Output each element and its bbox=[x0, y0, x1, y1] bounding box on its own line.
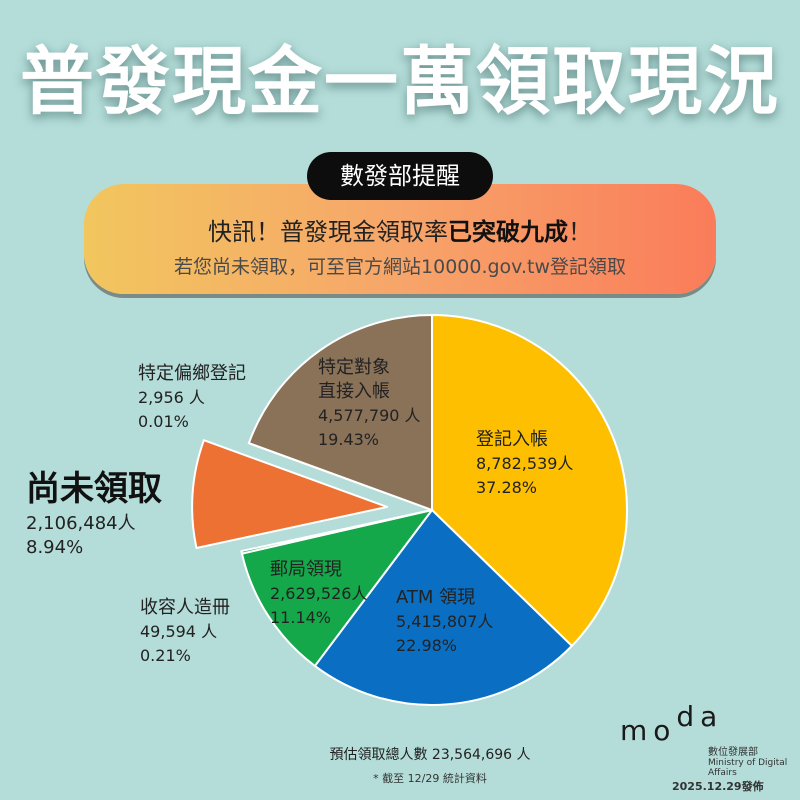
notice-pill: 數發部提醒 bbox=[307, 152, 493, 200]
label-unclaimed: 尚未領取 2,106,484人 8.94% bbox=[26, 466, 162, 560]
label-register: 登記入帳 8,782,539人 37.28% bbox=[476, 428, 573, 500]
data-note: * 截至 12/29 統計資料 bbox=[373, 772, 487, 785]
headline-prefix: 快訊！普發現金領取率 bbox=[208, 218, 448, 246]
pie-slice-post bbox=[240, 509, 433, 667]
label-name: 登記入帳 bbox=[476, 429, 548, 450]
moda-logo: moda bbox=[620, 700, 724, 747]
label-name: 尚未領取 bbox=[26, 469, 162, 509]
label-count: 49,594 人 bbox=[140, 622, 218, 641]
label-pct: 0.01% bbox=[138, 412, 189, 431]
label-count: 2,106,484人 bbox=[26, 513, 136, 534]
label-pct: 22.98% bbox=[396, 636, 458, 655]
label-count: 8,782,539人 bbox=[476, 454, 574, 473]
total-count: 預估領取總人數 23,564,696 人 bbox=[329, 747, 531, 763]
label-count: 4,577,790 人 bbox=[318, 406, 421, 425]
pie-slice-unclaimed bbox=[191, 439, 389, 549]
banner-headline: 快訊！普發現金領取率已突破九成！ bbox=[84, 212, 716, 247]
label-count: 5,415,807人 bbox=[396, 612, 494, 631]
label-name: 郵局領現 bbox=[270, 559, 342, 580]
label-pct: 11.14% bbox=[270, 608, 332, 627]
label-post: 郵局領現 2,629,526人 11.14% bbox=[270, 558, 367, 630]
banner-subtext: 若您尚未領取，可至官方網站10000.gov.tw登記領取 bbox=[174, 256, 626, 278]
label-direct: 特定對象 直接入帳 4,577,790 人 19.43% bbox=[318, 356, 421, 452]
label-name-line2: 直接入帳 bbox=[318, 381, 390, 402]
label-name: 收容人造冊 bbox=[140, 597, 230, 618]
headline-suffix: ！ bbox=[568, 218, 592, 246]
label-shelter: 收容人造冊 49,594 人 0.21% bbox=[140, 596, 230, 668]
ministry-name-en: Ministry of Digital Affairs bbox=[708, 758, 788, 778]
pie-slice-direct bbox=[247, 314, 433, 511]
label-pct: 37.28% bbox=[476, 478, 538, 497]
label-atm: ATM 領現 5,415,807人 22.98% bbox=[396, 586, 493, 658]
notice-banner: 快訊！普發現金領取率已突破九成！ 若您尚未領取，可至官方網站10000.gov.… bbox=[84, 184, 716, 294]
pie-slice-register bbox=[431, 314, 628, 647]
label-name-line1: 特定對象 bbox=[318, 357, 390, 378]
page-title: 普發現金一萬領取現況 bbox=[20, 39, 780, 125]
pie-slice-shelter bbox=[240, 509, 433, 555]
label-count: 2,956 人 bbox=[138, 388, 205, 407]
label-pct: 0.21% bbox=[140, 646, 191, 665]
label-count: 2,629,526人 bbox=[270, 584, 368, 603]
publish-date: 2025.12.29發佈 bbox=[672, 780, 764, 793]
pie-slice-atm bbox=[313, 509, 573, 706]
label-name: 特定偏鄉登記 bbox=[138, 363, 246, 384]
headline-bold: 已突破九成 bbox=[448, 218, 568, 246]
label-pct: 8.94% bbox=[26, 537, 84, 558]
label-name: ATM 領現 bbox=[396, 587, 476, 608]
ministry-name-zh: 數位發展部 bbox=[708, 747, 758, 758]
label-remote: 特定偏鄉登記 2,956 人 0.01% bbox=[138, 362, 246, 434]
label-pct: 19.43% bbox=[318, 430, 380, 449]
